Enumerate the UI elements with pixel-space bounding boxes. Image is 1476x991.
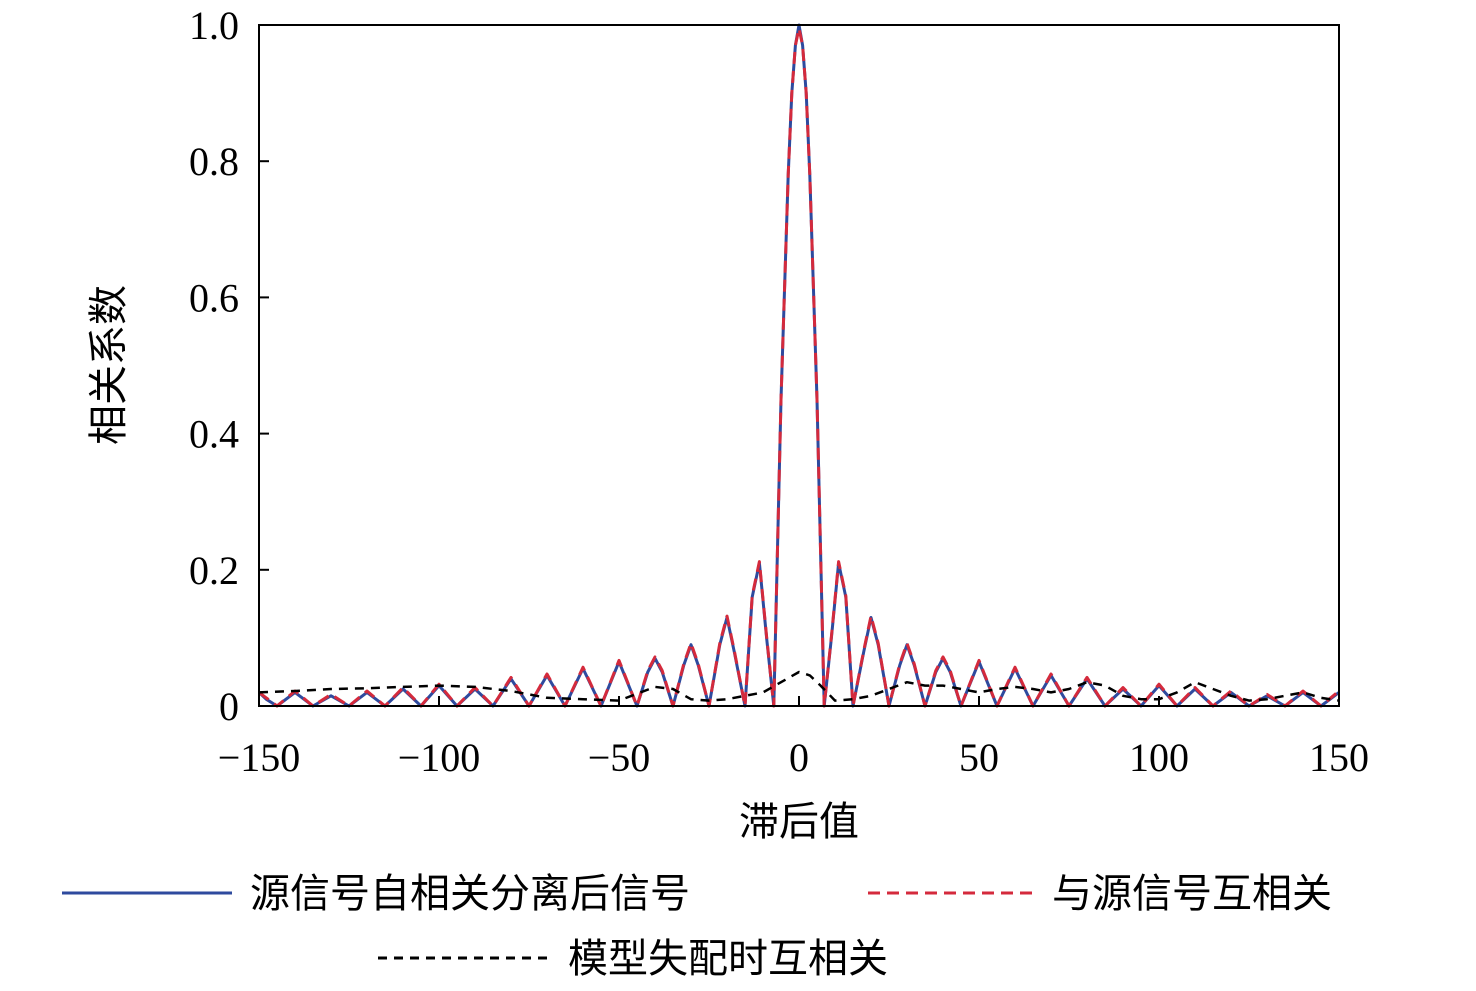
x-tick-label: −150 — [218, 735, 301, 780]
x-tick-label: 0 — [789, 735, 809, 780]
x-axis-label: 滞后值 — [739, 799, 859, 845]
legend-label-2: 与源信号互相关 — [1052, 871, 1332, 917]
y-axis-label: 相关系数 — [86, 285, 132, 445]
x-tick-label: 100 — [1129, 735, 1189, 780]
y-tick-label: 1.0 — [189, 3, 239, 48]
legend-label-1: 源信号自相关分离后信号 — [250, 871, 690, 917]
series-layer — [257, 23, 1340, 708]
y-tick-label: 0.2 — [189, 548, 239, 593]
series-line-3 — [258, 670, 1340, 702]
x-tick-label: 150 — [1309, 735, 1369, 780]
series-line-2 — [258, 26, 1340, 708]
plot-frame — [258, 24, 1340, 707]
y-tick-label: 0.4 — [189, 412, 239, 457]
x-tick-label: 50 — [959, 735, 999, 780]
tick-layer: −150 −100 −50 0 50 100 150 0 0.2 0.4 0.6 0.8 1.0 — [189, 3, 1369, 780]
x-tick-label: −100 — [398, 735, 481, 780]
x-tick-label: −50 — [588, 735, 651, 780]
series-line-1 — [257, 23, 1340, 708]
y-tick-label: 0.8 — [189, 139, 239, 184]
y-tick-label: 0 — [219, 684, 239, 729]
legend-label-3: 模型失配时互相关 — [568, 936, 888, 982]
y-tick-label: 0.6 — [189, 275, 239, 320]
